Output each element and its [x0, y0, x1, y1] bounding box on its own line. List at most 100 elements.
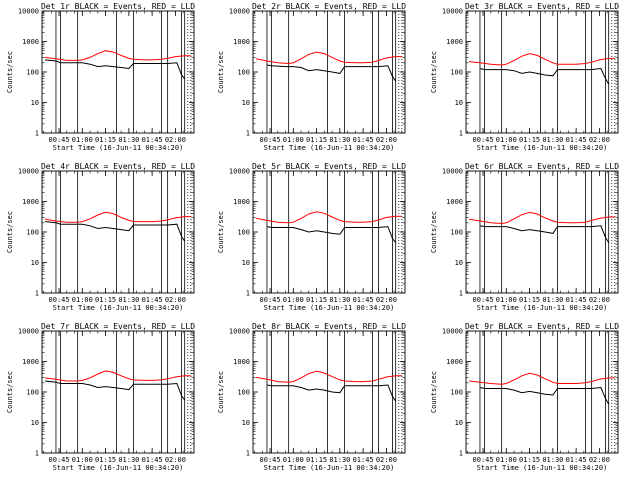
y-tick-label: 10000 — [442, 8, 463, 16]
series-lld-line — [256, 51, 402, 65]
y-tick-label: 1 — [459, 450, 463, 458]
y-axis-label: Counts/sec — [217, 371, 225, 413]
y-tick-label: 1000 — [446, 38, 463, 46]
series-events-line — [45, 221, 186, 242]
y-tick-label: 10 — [242, 419, 250, 427]
x-tick-label: 02:00 — [165, 296, 186, 304]
plot-frame — [41, 170, 195, 294]
y-tick-label: 1000 — [446, 198, 463, 206]
chart-panel-9: Det 9r BLACK = Events, RED = LLD Counts/s… — [430, 322, 619, 472]
x-axis-label: Start Time (16-Jun-11 00:34:20) — [264, 464, 395, 472]
chart-title: Det 8r BLACK = Events, RED = LLD — [252, 322, 406, 331]
x-tick-label: 01:00 — [72, 456, 93, 464]
y-tick-label: 1000 — [22, 38, 39, 46]
x-tick-label: 02:00 — [589, 456, 610, 464]
x-tick-label: 01:45 — [353, 296, 374, 304]
series-events-line — [45, 59, 186, 80]
x-axis-label: Start Time (16-Jun-11 00:34:20) — [477, 144, 608, 152]
y-tick-label: 100 — [237, 69, 250, 77]
y-tick-label: 100 — [450, 389, 463, 397]
y-tick-label: 1 — [246, 290, 250, 298]
y-axis-label: Counts/sec — [430, 51, 438, 93]
y-axis-label: Counts/sec — [430, 371, 438, 413]
y-tick-label: 1 — [459, 290, 463, 298]
x-tick-label: 01:45 — [142, 296, 163, 304]
x-tick-label: 01:00 — [496, 456, 517, 464]
x-tick-label: 02:00 — [589, 136, 610, 144]
series-lld-line — [469, 53, 615, 66]
y-tick-label: 1 — [246, 450, 250, 458]
x-tick-label: 01:15 — [519, 296, 540, 304]
y-tick-label: 1000 — [22, 358, 39, 366]
x-tick-label: 01:30 — [329, 136, 350, 144]
x-tick-label: 02:00 — [165, 456, 186, 464]
x-tick-label: 01:00 — [72, 136, 93, 144]
x-tick-label: 01:00 — [283, 456, 304, 464]
y-tick-label: 100 — [450, 69, 463, 77]
y-tick-label: 1000 — [446, 358, 463, 366]
plot-frame — [41, 330, 195, 454]
x-axis-label: Start Time (16-Jun-11 00:34:20) — [477, 464, 608, 472]
x-tick-label: 00:45 — [473, 296, 494, 304]
x-tick-label: 00:45 — [473, 136, 494, 144]
chart-panel-6: Det 6r BLACK = Events, RED = LLD Counts/s… — [430, 162, 619, 312]
chart-panel-8: Det 8r BLACK = Events, RED = LLD Counts/s… — [217, 322, 406, 472]
y-tick-label: 10 — [242, 99, 250, 107]
plot-frame — [252, 10, 406, 134]
y-tick-label: 10000 — [229, 328, 250, 336]
chart-panel-7: Det 7r BLACK = Events, RED = LLD Counts/s… — [6, 322, 195, 472]
x-axis-label: Start Time (16-Jun-11 00:34:20) — [264, 304, 395, 312]
x-tick-label: 01:30 — [118, 136, 139, 144]
x-tick-label: 01:30 — [542, 296, 563, 304]
series-lld-line — [469, 372, 615, 385]
chart-panel-3: Det 3r BLACK = Events, RED = LLD Counts/s… — [430, 2, 619, 152]
x-tick-label: 00:45 — [260, 136, 281, 144]
x-tick-label: 01:45 — [353, 136, 374, 144]
y-tick-label: 1 — [459, 130, 463, 138]
series-lld-line — [45, 50, 191, 61]
y-axis-label: Counts/sec — [6, 51, 14, 93]
plot-frame — [252, 170, 406, 294]
y-tick-label: 100 — [237, 229, 250, 237]
chart-title: Det 6r BLACK = Events, RED = LLD — [465, 162, 619, 171]
x-tick-label: 01:15 — [519, 136, 540, 144]
plot-frame — [465, 330, 619, 454]
x-tick-label: 01:45 — [142, 456, 163, 464]
x-tick-label: 02:00 — [165, 136, 186, 144]
chart-title: Det 5r BLACK = Events, RED = LLD — [252, 162, 406, 171]
x-axis-label: Start Time (16-Jun-11 00:34:20) — [264, 144, 395, 152]
y-tick-label: 10000 — [18, 168, 39, 176]
series-lld-line — [256, 211, 402, 224]
y-tick-label: 1 — [35, 130, 39, 138]
y-tick-label: 10 — [31, 99, 39, 107]
y-axis-label: Counts/sec — [217, 51, 225, 93]
y-tick-label: 10 — [31, 419, 39, 427]
chart-panel-4: Det 4r BLACK = Events, RED = LLD Counts/s… — [6, 162, 195, 312]
x-tick-label: 01:00 — [496, 296, 517, 304]
x-axis-label: Start Time (16-Jun-11 00:34:20) — [53, 144, 184, 152]
x-tick-label: 01:30 — [542, 456, 563, 464]
x-tick-label: 00:45 — [49, 296, 70, 304]
plot-frame — [41, 10, 195, 134]
x-tick-label: 01:15 — [95, 296, 116, 304]
y-tick-label: 10 — [242, 259, 250, 267]
x-axis-label: Start Time (16-Jun-11 00:34:20) — [53, 464, 184, 472]
x-tick-label: 01:30 — [329, 296, 350, 304]
chart-title: Det 3r BLACK = Events, RED = LLD — [465, 2, 619, 11]
y-tick-label: 10 — [31, 259, 39, 267]
y-tick-label: 1000 — [233, 38, 250, 46]
x-tick-label: 01:30 — [118, 296, 139, 304]
y-tick-label: 100 — [237, 389, 250, 397]
series-events-line — [479, 386, 610, 405]
series-lld-line — [45, 211, 191, 223]
series-events-line — [479, 67, 610, 85]
y-tick-label: 100 — [450, 229, 463, 237]
y-tick-label: 10 — [455, 99, 463, 107]
series-events-line — [266, 384, 397, 402]
chart-panel-2: Det 2r BLACK = Events, RED = LLD Counts/s… — [217, 2, 406, 152]
series-lld-line — [256, 370, 402, 383]
y-tick-label: 1000 — [233, 198, 250, 206]
series-lld-line — [469, 211, 615, 225]
y-tick-label: 10000 — [229, 8, 250, 16]
